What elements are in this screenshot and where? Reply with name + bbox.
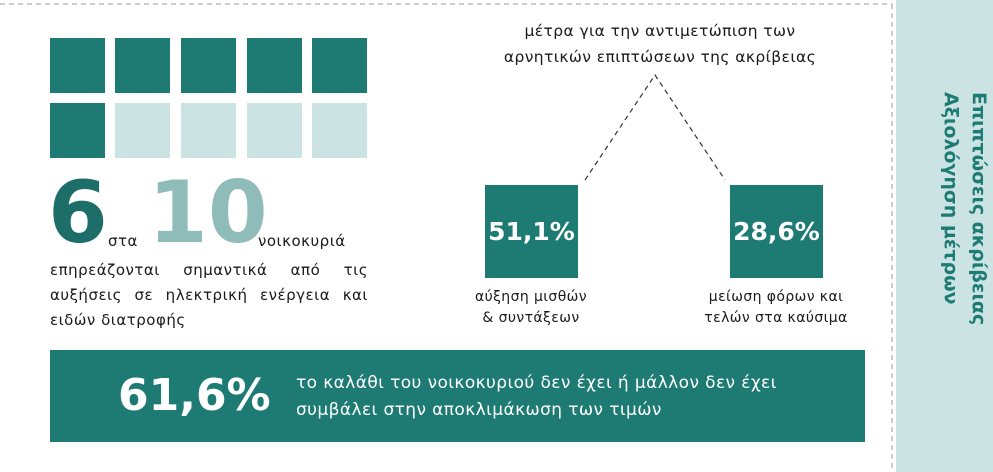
side-title: Επιπτώσεις ακρίβειας Αξιολόγηση μέτρων	[937, 92, 993, 392]
basket-value: 61,6%	[118, 370, 271, 421]
square	[50, 38, 105, 93]
measures-title: μέτρα για την αντιμετώπιση των αρνητικών…	[455, 18, 865, 70]
square	[312, 38, 367, 93]
stat-label: μείωση φόρων και τελών στα καύσιμα	[681, 287, 871, 329]
side-line: Αξιολόγηση μέτρων	[940, 92, 962, 305]
label-line: τελών στα καύσιμα	[704, 310, 848, 326]
square	[247, 38, 302, 93]
connector-word: στα	[108, 232, 138, 250]
square	[181, 103, 236, 158]
label-line: αύξηση μισθών	[474, 289, 588, 305]
big-number: 6	[48, 163, 108, 263]
text-line: συμβάλει στην αποκλιμάκωση των τιμών	[296, 400, 662, 420]
description: επηρεάζονται σημαντικά από τις αυξήσεις …	[50, 261, 368, 329]
side-panel: Επιπτώσεις ακρίβειας Αξιολόγηση μέτρων	[896, 0, 993, 472]
text-line: το καλάθι του νοικοκυριού δεν έχει ή μάλ…	[296, 373, 777, 393]
square	[115, 38, 170, 93]
label-line: μείωση φόρων και	[708, 289, 844, 305]
title-line: μέτρα για την αντιμετώπιση των	[524, 22, 796, 40]
square	[50, 103, 105, 158]
stat-value: 51,1%	[488, 217, 575, 246]
stat-box: 28,6%	[730, 185, 823, 278]
basket-text: το καλάθι του νοικοκυριού δεν έχει ή μάλ…	[296, 370, 777, 424]
basket-banner: 61,6% το καλάθι του νοικοκυριού δεν έχει…	[50, 350, 865, 442]
label-line: & συντάξεων	[482, 310, 580, 326]
stat-value: 28,6%	[733, 217, 820, 246]
stat-label: αύξηση μισθών & συντάξεων	[436, 287, 626, 329]
unit-word: νοικοκυριά	[258, 232, 346, 250]
side-line: Επιπτώσεις ακρίβειας	[968, 92, 990, 326]
big-number: 10	[148, 163, 268, 263]
connector-lines	[584, 73, 726, 181]
square	[115, 103, 170, 158]
stat-box: 51,1%	[485, 185, 578, 278]
square	[247, 103, 302, 158]
square	[312, 103, 367, 158]
title-line: αρνητικών επιπτώσεων της ακρίβειας	[503, 48, 817, 66]
square	[181, 38, 236, 93]
